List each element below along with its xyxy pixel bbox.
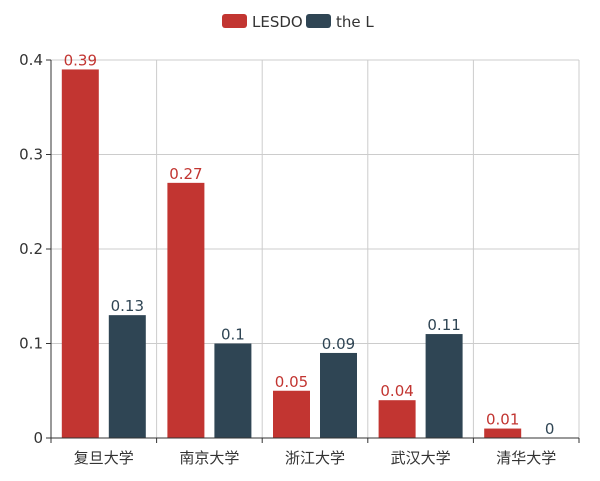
- y-tick-label: 0: [33, 429, 43, 447]
- data-label: 0.05: [275, 373, 308, 391]
- legend-swatch[interactable]: [306, 14, 331, 28]
- bar-lesdo[interactable]: [378, 400, 416, 438]
- bar-the-l[interactable]: [214, 343, 252, 439]
- x-tick-label: 清华大学: [496, 449, 556, 467]
- x-tick-label: 浙江大学: [285, 449, 345, 467]
- data-label: 0.01: [486, 411, 519, 429]
- bar-lesdo[interactable]: [61, 69, 99, 438]
- y-tick-label: 0.3: [19, 146, 43, 164]
- axes: [46, 59, 580, 443]
- data-label: 0.09: [322, 335, 355, 353]
- legend-label[interactable]: LESDO: [252, 13, 303, 31]
- bars: [61, 69, 522, 439]
- legend-label[interactable]: the L: [336, 13, 374, 31]
- data-label: 0.39: [64, 51, 97, 69]
- legend-swatch[interactable]: [222, 14, 247, 28]
- bar-the-l[interactable]: [425, 334, 463, 438]
- labels: 0 0.1 0.2 0.3 0.4 0.39 0.13 复旦大学 0.27 0.1 南京大学 0.05…: [19, 51, 556, 467]
- bar-lesdo[interactable]: [167, 182, 205, 438]
- bar-the-l[interactable]: [320, 352, 357, 438]
- y-tick-label: 0.4: [19, 51, 43, 69]
- x-tick-label: 南京大学: [179, 449, 239, 467]
- bar-the-l[interactable]: [108, 315, 146, 438]
- data-label: 0.04: [380, 382, 413, 400]
- data-label: 0: [545, 420, 555, 438]
- x-tick-label: 复旦大学: [74, 449, 134, 467]
- data-label: 0.13: [111, 297, 144, 315]
- data-label: 0.11: [427, 316, 460, 334]
- y-tick-label: 0.1: [19, 335, 43, 353]
- data-label: 0.1: [221, 326, 245, 344]
- data-label: 0.27: [169, 165, 202, 183]
- legend: LESDO the L: [222, 13, 374, 31]
- bar-lesdo[interactable]: [484, 428, 522, 438]
- y-tick-label: 0.2: [19, 240, 43, 258]
- bar-lesdo[interactable]: [273, 390, 310, 438]
- x-tick-label: 武汉大学: [391, 449, 451, 467]
